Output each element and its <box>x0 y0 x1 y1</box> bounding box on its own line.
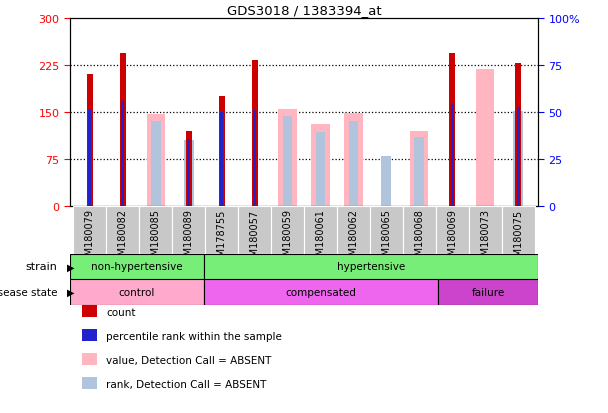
Bar <box>70 254 204 280</box>
Text: GSM180085: GSM180085 <box>151 209 161 268</box>
Text: count: count <box>106 307 136 317</box>
Text: GSM180075: GSM180075 <box>513 209 523 268</box>
Text: GSM180065: GSM180065 <box>381 209 392 268</box>
Text: hypertensive: hypertensive <box>337 262 405 272</box>
Bar <box>283 117 292 206</box>
Bar <box>469 206 502 254</box>
Bar <box>205 206 238 254</box>
Bar <box>513 111 523 206</box>
Text: GSM180082: GSM180082 <box>118 209 128 268</box>
Bar <box>172 206 205 254</box>
Bar <box>73 206 106 254</box>
Bar <box>151 122 161 206</box>
Bar <box>120 54 126 206</box>
Text: strain: strain <box>26 262 58 272</box>
Bar <box>204 280 438 305</box>
Bar <box>220 113 223 206</box>
Bar <box>184 141 193 206</box>
Text: GSM180089: GSM180089 <box>184 209 193 268</box>
Bar <box>252 61 258 206</box>
Text: GSM180073: GSM180073 <box>480 209 490 268</box>
Text: GSM180059: GSM180059 <box>283 209 292 268</box>
Bar <box>139 206 172 254</box>
Text: GSM180062: GSM180062 <box>348 209 359 268</box>
Bar <box>87 75 92 206</box>
Bar <box>476 70 494 206</box>
Bar <box>502 206 535 254</box>
Bar <box>403 206 436 254</box>
Bar <box>449 54 455 206</box>
Bar <box>436 206 469 254</box>
Text: percentile rank within the sample: percentile rank within the sample <box>106 331 282 341</box>
Bar <box>370 206 403 254</box>
Text: ▶: ▶ <box>67 262 74 272</box>
Bar <box>238 206 271 254</box>
Text: GSM180069: GSM180069 <box>447 209 457 268</box>
Text: GSM180057: GSM180057 <box>249 209 260 268</box>
Text: value, Detection Call = ABSENT: value, Detection Call = ABSENT <box>106 355 272 365</box>
Text: failure: failure <box>471 287 505 297</box>
Bar <box>316 133 325 206</box>
Title: GDS3018 / 1383394_at: GDS3018 / 1383394_at <box>227 5 381 17</box>
Bar <box>438 280 538 305</box>
Bar <box>344 114 362 206</box>
Bar <box>185 131 192 206</box>
Bar <box>278 109 297 206</box>
Bar <box>381 157 392 206</box>
Bar <box>415 138 424 206</box>
Text: GSM180079: GSM180079 <box>85 209 95 268</box>
Bar <box>88 111 91 206</box>
Bar <box>106 206 139 254</box>
Bar <box>516 64 521 206</box>
Bar <box>187 140 190 206</box>
Bar <box>121 101 124 206</box>
Text: control: control <box>119 287 155 297</box>
Bar <box>337 206 370 254</box>
Bar <box>517 108 520 206</box>
Bar <box>410 131 429 206</box>
Text: compensated: compensated <box>285 287 356 297</box>
Text: GSM180068: GSM180068 <box>415 209 424 268</box>
Bar <box>451 104 454 206</box>
Text: non-hypertensive: non-hypertensive <box>91 262 182 272</box>
Text: rank, Detection Call = ABSENT: rank, Detection Call = ABSENT <box>106 379 267 389</box>
Bar <box>219 97 224 206</box>
Bar <box>348 122 358 206</box>
Bar <box>70 280 204 305</box>
Text: ▶: ▶ <box>67 287 74 297</box>
Bar <box>304 206 337 254</box>
Bar <box>311 125 330 206</box>
Bar <box>271 206 304 254</box>
Text: GSM178755: GSM178755 <box>216 209 227 268</box>
Text: GSM180061: GSM180061 <box>316 209 325 268</box>
Bar <box>147 114 165 206</box>
Bar <box>253 111 256 206</box>
Bar <box>204 254 538 280</box>
Text: disease state: disease state <box>0 287 58 297</box>
